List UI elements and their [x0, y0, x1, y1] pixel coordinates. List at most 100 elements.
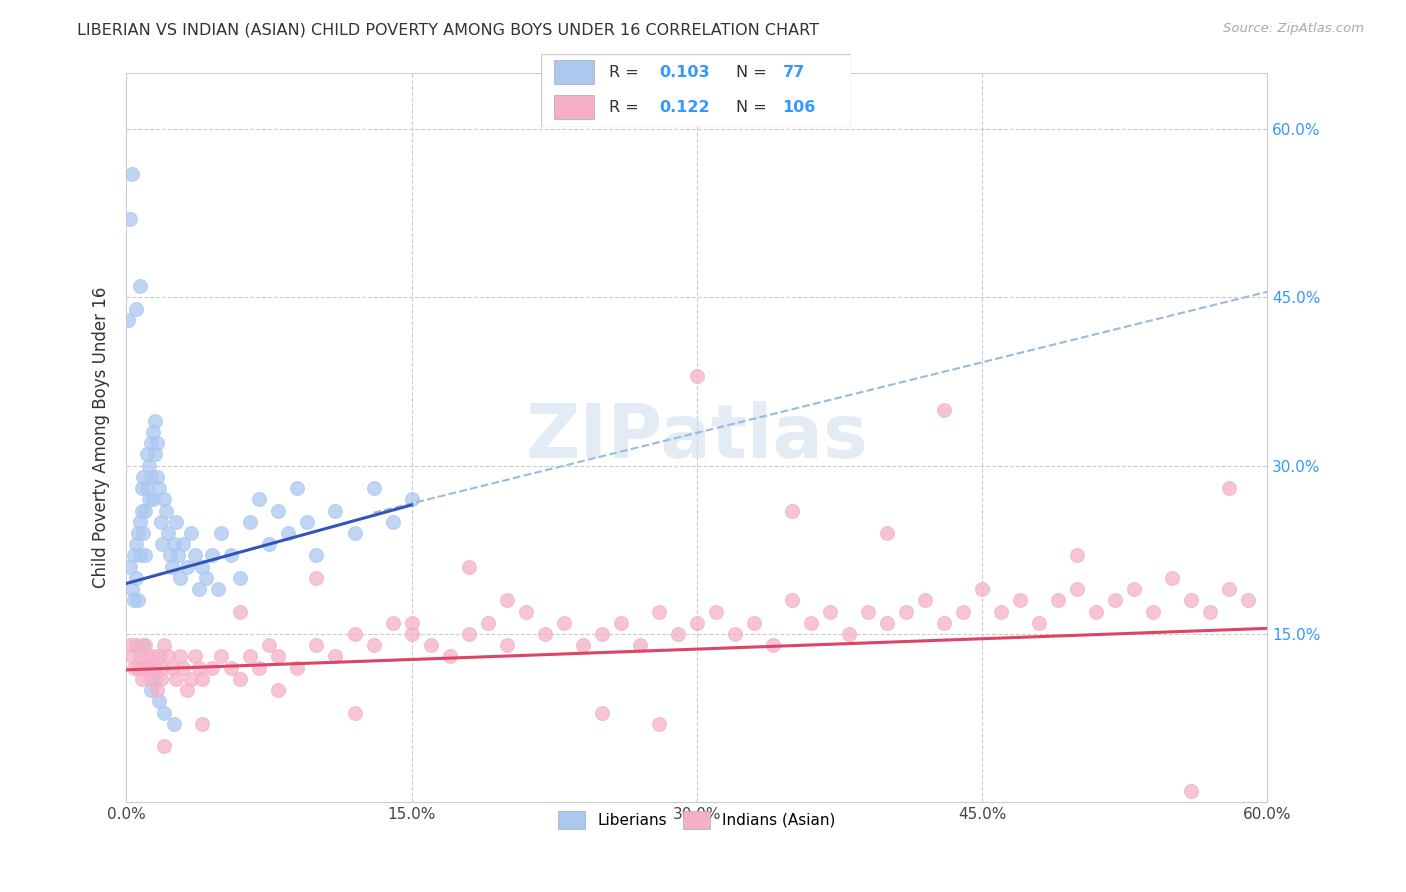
- Point: [132, 526, 155, 541]
- Point: [122, 660, 145, 674]
- Point: [122, 593, 145, 607]
- Point: [648, 716, 671, 731]
- Point: [553, 615, 575, 630]
- Point: [131, 672, 153, 686]
- Point: [267, 683, 290, 698]
- Point: [1142, 605, 1164, 619]
- Point: [876, 526, 898, 541]
- Point: [1028, 615, 1050, 630]
- Point: [169, 571, 191, 585]
- Point: [229, 672, 252, 686]
- Text: 0.122: 0.122: [659, 100, 710, 115]
- Text: Source: ZipAtlas.com: Source: ZipAtlas.com: [1223, 22, 1364, 36]
- Point: [932, 615, 955, 630]
- Point: [138, 660, 160, 674]
- Point: [401, 615, 423, 630]
- Point: [139, 436, 162, 450]
- Point: [838, 627, 860, 641]
- Point: [134, 638, 156, 652]
- Point: [163, 716, 186, 731]
- Point: [209, 526, 232, 541]
- Point: [1218, 582, 1240, 596]
- FancyBboxPatch shape: [541, 54, 851, 127]
- Point: [267, 649, 290, 664]
- Point: [856, 605, 879, 619]
- Point: [515, 605, 537, 619]
- Point: [153, 706, 176, 720]
- Point: [153, 638, 176, 652]
- Point: [166, 549, 188, 563]
- Point: [142, 492, 165, 507]
- Point: [876, 615, 898, 630]
- Point: [990, 605, 1012, 619]
- Point: [780, 593, 803, 607]
- Point: [153, 492, 176, 507]
- Point: [131, 503, 153, 517]
- Legend: Liberians, Indians (Asian): Liberians, Indians (Asian): [551, 805, 842, 835]
- Point: [148, 694, 170, 708]
- Point: [165, 515, 187, 529]
- Point: [325, 503, 347, 517]
- Point: [201, 549, 224, 563]
- Point: [176, 683, 198, 698]
- Point: [139, 672, 162, 686]
- Point: [1237, 593, 1260, 607]
- Point: [628, 638, 651, 652]
- Point: [305, 638, 328, 652]
- Point: [533, 627, 555, 641]
- Point: [160, 660, 183, 674]
- Point: [165, 672, 187, 686]
- Point: [267, 503, 290, 517]
- FancyBboxPatch shape: [554, 60, 593, 84]
- Point: [439, 649, 461, 664]
- Point: [128, 279, 150, 293]
- Point: [128, 649, 150, 664]
- Point: [239, 649, 262, 664]
- Point: [666, 627, 689, 641]
- Point: [1199, 605, 1222, 619]
- Point: [149, 515, 172, 529]
- Point: [131, 481, 153, 495]
- Point: [121, 649, 143, 664]
- Point: [287, 660, 309, 674]
- Point: [159, 549, 181, 563]
- Point: [122, 549, 145, 563]
- Point: [191, 716, 214, 731]
- Point: [120, 559, 142, 574]
- Point: [120, 211, 142, 226]
- Point: [184, 549, 207, 563]
- Point: [219, 660, 242, 674]
- Point: [1085, 605, 1108, 619]
- Point: [724, 627, 747, 641]
- Point: [187, 660, 209, 674]
- Point: [401, 492, 423, 507]
- Point: [249, 492, 271, 507]
- Text: R =: R =: [609, 100, 644, 115]
- Point: [153, 739, 176, 754]
- Point: [239, 515, 262, 529]
- Point: [610, 615, 633, 630]
- Point: [172, 537, 194, 551]
- Point: [686, 615, 709, 630]
- Text: 0.103: 0.103: [659, 65, 710, 79]
- Point: [249, 660, 271, 674]
- Point: [571, 638, 593, 652]
- Point: [142, 649, 165, 664]
- Point: [120, 638, 142, 652]
- Point: [128, 549, 150, 563]
- Point: [800, 615, 823, 630]
- Point: [127, 593, 149, 607]
- Point: [143, 672, 166, 686]
- Text: N =: N =: [737, 65, 772, 79]
- Point: [148, 649, 170, 664]
- Point: [343, 706, 366, 720]
- Point: [477, 615, 499, 630]
- Point: [201, 660, 224, 674]
- Point: [591, 627, 613, 641]
- Point: [1180, 784, 1202, 798]
- Point: [229, 571, 252, 585]
- Point: [191, 559, 214, 574]
- Point: [970, 582, 993, 596]
- Point: [1010, 593, 1032, 607]
- Point: [136, 660, 159, 674]
